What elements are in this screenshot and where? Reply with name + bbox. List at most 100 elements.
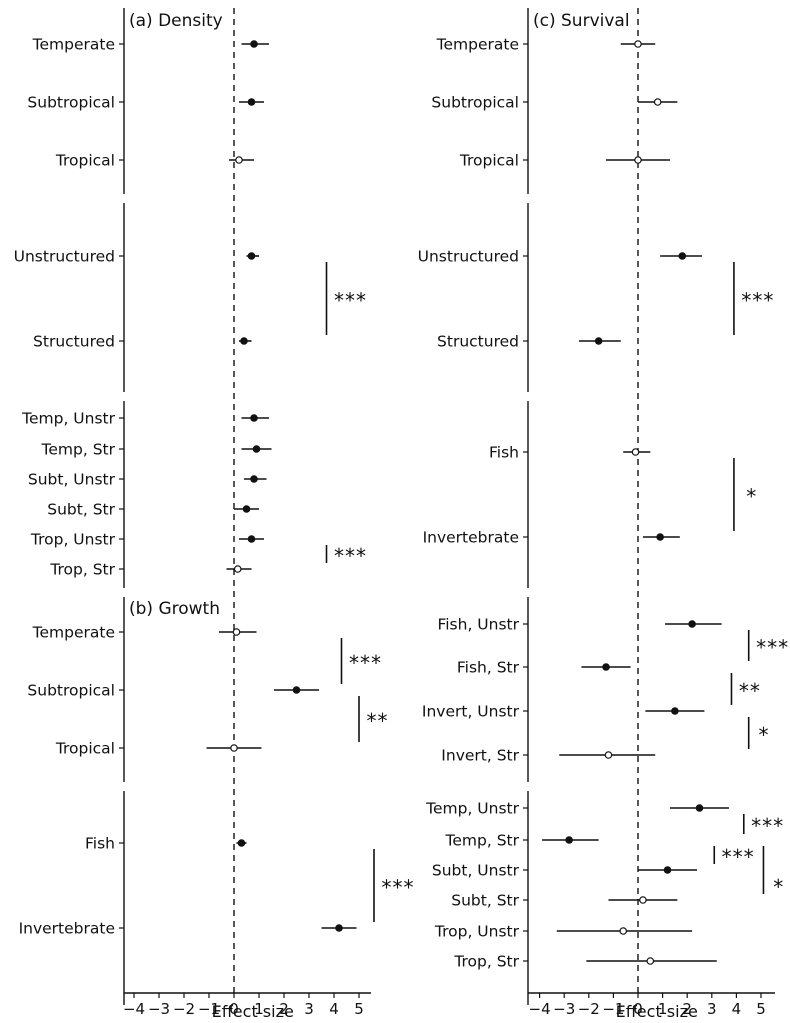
x-axis-title: Effect size	[212, 1002, 294, 1021]
significance-label: ***	[722, 845, 755, 869]
x-tick-label: 4	[732, 1000, 742, 1018]
row-label: Temperate	[32, 36, 115, 54]
row-label: Subt, Str	[47, 501, 115, 519]
x-tick-label: 2	[682, 1000, 692, 1018]
effect-point-significant	[250, 414, 258, 422]
row-label: Invertebrate	[19, 920, 115, 938]
effect-point-significant	[565, 836, 573, 844]
row-label: Unstructured	[14, 248, 115, 266]
effect-point-significant	[242, 505, 251, 513]
row-label: Tropical	[55, 740, 115, 758]
row-label: Trop, Unstr	[434, 923, 520, 941]
effect-point-significant	[292, 686, 301, 694]
row-label: Fish	[489, 444, 519, 462]
effect-point-significant	[247, 252, 256, 260]
effect-point-significant	[237, 839, 246, 847]
effect-point-nonsignificant	[233, 565, 242, 573]
effect-point-nonsignificant	[604, 751, 613, 759]
significance-label: ***	[751, 814, 784, 838]
row-label: Temperate	[32, 624, 115, 642]
row-label: Structured	[437, 333, 519, 351]
effect-point-significant	[247, 535, 256, 543]
effect-point-nonsignificant	[232, 628, 241, 636]
effect-point-significant	[252, 445, 261, 453]
effect-point-significant	[671, 707, 679, 715]
significance-label: **	[367, 709, 389, 733]
x-tick-label: 4	[329, 1000, 339, 1018]
x-tick-label: 5	[756, 1000, 766, 1018]
row-label: Invert, Str	[441, 747, 519, 765]
effect-point-significant	[663, 866, 672, 874]
x-axis-title: Effect size	[616, 1002, 698, 1021]
x-tick-label: 2	[279, 1000, 289, 1018]
panel-title: (c) Survival	[533, 11, 630, 31]
row-label: Trop, Str	[453, 953, 519, 971]
panel-title: (b) Growth	[129, 599, 220, 619]
effect-point-nonsignificant	[634, 40, 642, 48]
effect-point-significant	[247, 98, 256, 106]
row-label: Trop, Unstr	[30, 531, 116, 549]
row-label: Subtropical	[431, 94, 519, 112]
significance-label: ***	[741, 289, 774, 313]
row-label: Subtropical	[27, 94, 115, 112]
x-tick-label: 5	[354, 1000, 364, 1018]
row-label: Tropical	[55, 152, 115, 170]
significance-label: *	[759, 723, 770, 747]
row-label: Unstructured	[418, 248, 519, 266]
significance-label: *	[746, 485, 757, 509]
effect-point-significant	[240, 337, 248, 345]
x-tick-label: 0	[229, 1000, 239, 1018]
effect-point-nonsignificant	[230, 744, 238, 752]
significance-label: ***	[334, 544, 367, 568]
x-tick-label: −4	[529, 1000, 551, 1018]
x-tick-label: −3	[553, 1000, 575, 1018]
row-label: Temperate	[436, 36, 519, 54]
row-label: Tropical	[459, 152, 519, 170]
row-label: Subt, Unstr	[28, 471, 116, 489]
effect-point-significant	[688, 620, 696, 628]
effect-point-nonsignificant	[639, 896, 647, 904]
row-label: Temp, Str	[41, 441, 116, 459]
x-tick-label: −1	[198, 1000, 220, 1018]
row-label: Invertebrate	[423, 529, 519, 547]
row-label: Temp, Unstr	[425, 800, 519, 818]
effect-point-significant	[602, 663, 610, 671]
effect-point-significant	[250, 40, 258, 48]
x-tick-label: 3	[304, 1000, 314, 1018]
row-label: Temp, Str	[445, 832, 520, 850]
row-label: Subt, Unstr	[432, 862, 520, 880]
row-label: Structured	[33, 333, 115, 351]
row-label: Subt, Str	[451, 892, 519, 910]
effect-point-nonsignificant	[631, 448, 640, 456]
significance-label: ***	[334, 289, 367, 313]
x-tick-label: 3	[707, 1000, 717, 1018]
row-label: Subtropical	[27, 682, 115, 700]
panel-title: (a) Density	[129, 11, 223, 31]
effect-point-significant	[250, 475, 258, 483]
effect-point-nonsignificant	[634, 156, 642, 164]
effect-point-significant	[335, 924, 343, 932]
row-label: Fish	[85, 835, 115, 853]
x-tick-label: −1	[602, 1000, 624, 1018]
row-label: Fish, Unstr	[437, 616, 519, 634]
x-tick-label: 1	[254, 1000, 264, 1018]
x-tick-label: −4	[123, 1000, 145, 1018]
row-label: Trop, Str	[49, 561, 115, 579]
effect-point-significant	[678, 252, 687, 260]
effect-point-nonsignificant	[235, 156, 243, 164]
effect-point-nonsignificant	[619, 927, 628, 935]
row-label: Fish, Str	[457, 659, 520, 677]
significance-label: **	[739, 679, 761, 703]
x-tick-label: 1	[658, 1000, 668, 1018]
x-tick-label: −3	[148, 1000, 170, 1018]
effect-point-nonsignificant	[653, 98, 662, 106]
x-tick-label: −2	[173, 1000, 195, 1018]
effect-point-significant	[695, 804, 704, 812]
effect-point-significant	[656, 533, 664, 541]
effect-point-nonsignificant	[646, 957, 655, 965]
row-label: Temp, Unstr	[21, 410, 115, 428]
significance-label: ***	[349, 651, 382, 675]
significance-label: ***	[756, 636, 789, 660]
row-label: Invert, Unstr	[422, 703, 520, 721]
